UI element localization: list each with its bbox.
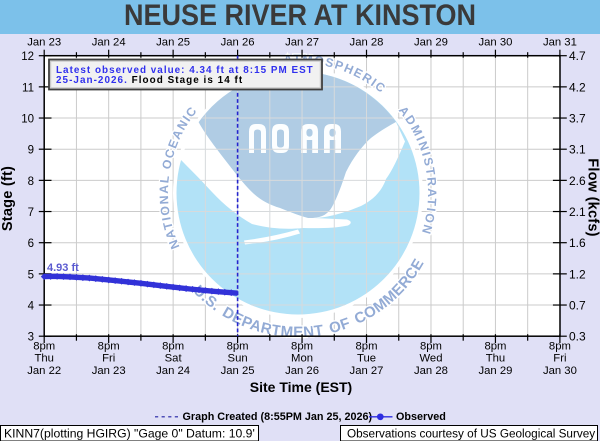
svg-text:Jan 30: Jan 30 xyxy=(543,365,577,377)
svg-text:Sun: Sun xyxy=(228,353,248,365)
svg-text:Jan 23: Jan 23 xyxy=(92,365,126,377)
svg-text:0.7: 0.7 xyxy=(569,298,586,312)
svg-text:10: 10 xyxy=(21,113,34,125)
svg-text:1.2: 1.2 xyxy=(569,267,586,281)
svg-text:6: 6 xyxy=(28,238,34,250)
svg-text:Jan 26: Jan 26 xyxy=(285,365,319,377)
svg-text:Observations courtesy of US Ge: Observations courtesy of US Geological S… xyxy=(347,428,595,441)
svg-text:Jan 28: Jan 28 xyxy=(350,37,384,49)
svg-text:Jan 24: Jan 24 xyxy=(156,365,190,377)
svg-text:8: 8 xyxy=(28,176,34,188)
svg-text:8pm: 8pm xyxy=(227,340,249,352)
svg-text:4.93 ft: 4.93 ft xyxy=(47,262,79,274)
svg-text:12: 12 xyxy=(21,51,34,63)
svg-text:3.1: 3.1 xyxy=(569,143,586,157)
svg-text:Jan 27: Jan 27 xyxy=(285,37,319,49)
svg-text:2.6: 2.6 xyxy=(569,174,586,188)
svg-text:Wed: Wed xyxy=(419,353,442,365)
svg-text:1.6: 1.6 xyxy=(569,236,586,250)
svg-text:Jan 25: Jan 25 xyxy=(221,365,255,377)
svg-text:Jan 26: Jan 26 xyxy=(221,37,255,49)
svg-text:Tue: Tue xyxy=(357,353,376,365)
svg-text:2.1: 2.1 xyxy=(569,205,586,219)
svg-text:3.7: 3.7 xyxy=(569,111,586,125)
svg-text:Jan 29: Jan 29 xyxy=(478,365,512,377)
svg-text:8pm: 8pm xyxy=(162,340,184,352)
svg-text:8pm: 8pm xyxy=(291,340,313,352)
svg-text:Flow (kcfs): Flow (kcfs) xyxy=(585,158,600,236)
svg-text:8pm: 8pm xyxy=(33,340,55,352)
svg-text:3: 3 xyxy=(28,332,34,344)
svg-text:Jan 31: Jan 31 xyxy=(543,37,577,49)
svg-text:8pm: 8pm xyxy=(549,340,571,352)
svg-text:4: 4 xyxy=(28,300,35,312)
svg-text:Latest observed value: 4.34 ft: Latest observed value: 4.34 ft at 8:15 P… xyxy=(56,65,314,76)
svg-text:8pm: 8pm xyxy=(420,340,442,352)
svg-text:0.3: 0.3 xyxy=(569,330,586,344)
svg-text:Stage (ft): Stage (ft) xyxy=(0,166,16,231)
svg-text:Jan 24: Jan 24 xyxy=(92,37,126,49)
svg-text:Jan 22: Jan 22 xyxy=(27,365,61,377)
svg-text:8pm: 8pm xyxy=(356,340,378,352)
svg-text:Jan 30: Jan 30 xyxy=(478,37,512,49)
svg-text:Jan 23: Jan 23 xyxy=(27,37,61,49)
svg-text:Jan 28: Jan 28 xyxy=(414,365,448,377)
svg-text:Fri: Fri xyxy=(102,353,115,365)
svg-text:7: 7 xyxy=(28,207,34,219)
svg-text:Thu: Thu xyxy=(34,353,53,365)
svg-text:Observed: Observed xyxy=(396,411,446,423)
svg-text:Mon: Mon xyxy=(291,353,313,365)
svg-text:9: 9 xyxy=(28,145,34,157)
svg-text:4.2: 4.2 xyxy=(569,80,586,94)
svg-text:Jan 27: Jan 27 xyxy=(350,365,384,377)
svg-text:KINN7(plotting HGIRG) "Gage 0": KINN7(plotting HGIRG) "Gage 0" Datum: 10… xyxy=(4,427,255,441)
svg-text:Fri: Fri xyxy=(553,353,566,365)
svg-text:8pm: 8pm xyxy=(98,340,120,352)
svg-text:4.7: 4.7 xyxy=(569,49,586,63)
svg-text:25-Jan-2026. Flood Stage is 14: 25-Jan-2026. Flood Stage is 14 ft xyxy=(56,75,243,86)
svg-text:Site Time (EST): Site Time (EST) xyxy=(250,379,352,395)
svg-text:Sat: Sat xyxy=(165,353,183,365)
svg-text:Graph Created (8:55PM Jan 25,: Graph Created (8:55PM Jan 25, 2026) xyxy=(183,411,373,423)
svg-text:Jan 29: Jan 29 xyxy=(414,37,448,49)
svg-text:Thu: Thu xyxy=(486,353,505,365)
svg-text:Jan 25: Jan 25 xyxy=(156,37,190,49)
svg-text:5: 5 xyxy=(28,269,34,281)
svg-text:8pm: 8pm xyxy=(484,340,506,352)
svg-text:11: 11 xyxy=(22,82,34,94)
